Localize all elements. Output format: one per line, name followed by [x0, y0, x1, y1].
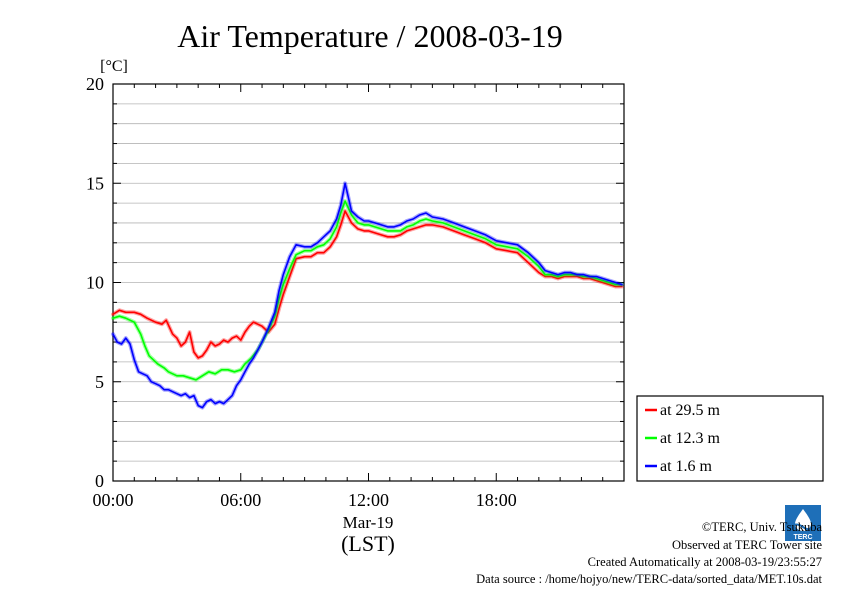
x-tick-label: 00:00 — [92, 490, 133, 510]
x-tick-label: 12:00 — [348, 490, 389, 510]
axis-ticks — [112, 83, 625, 482]
legend: at 29.5 m at 12.3 m at 1.6 m — [636, 395, 824, 482]
legend-box — [636, 395, 824, 482]
legend-label: at 1.6 m — [660, 458, 713, 475]
series-line-core — [112, 210, 623, 359]
wave-icon — [788, 523, 818, 531]
x-tick-labels: 00:00 06:00 12:00 18:00 — [92, 490, 516, 510]
x-tick-label: 06:00 — [220, 490, 261, 510]
created-text: Created Automatically at 2008-03-19/23:5… — [588, 555, 822, 569]
y-tick-label: 15 — [86, 173, 104, 193]
x-axis-unit-label: (LST) — [341, 531, 395, 556]
series-line-glow — [111, 199, 624, 382]
x-tick-label: 18:00 — [476, 490, 517, 510]
observed-text: Observed at TERC Tower site — [672, 538, 822, 552]
data-source-text: Data source : /home/hojyo/new/TERC-data/… — [476, 572, 822, 586]
legend-label: at 12.3 m — [660, 430, 721, 447]
series-line-core — [112, 182, 623, 409]
y-tick-label: 10 — [86, 273, 104, 293]
series-line — [111, 199, 624, 382]
series-line-glow — [111, 209, 624, 360]
y-tick-label: 5 — [95, 372, 104, 392]
series-line — [111, 209, 624, 360]
grid-lines — [113, 103, 624, 462]
legend-label: at 29.5 m — [660, 402, 721, 419]
y-tick-label: 0 — [95, 471, 104, 491]
series-line-glow — [111, 181, 624, 410]
series-line — [111, 181, 624, 410]
logo-text: TERC — [793, 534, 812, 541]
terc-logo: TERC — [785, 505, 821, 541]
y-tick-label: 20 — [86, 74, 104, 94]
series-lines — [111, 181, 624, 410]
y-axis-unit-label: [°C] — [100, 58, 128, 75]
copyright-text: ©TERC, Univ. Tsukuba — [702, 520, 823, 534]
x-axis-date-label: Mar-19 — [343, 513, 394, 532]
y-tick-labels: 0 5 10 15 20 — [86, 74, 104, 491]
series-line-core — [112, 200, 623, 381]
chart-title: Air Temperature / 2008-03-19 — [177, 18, 563, 54]
